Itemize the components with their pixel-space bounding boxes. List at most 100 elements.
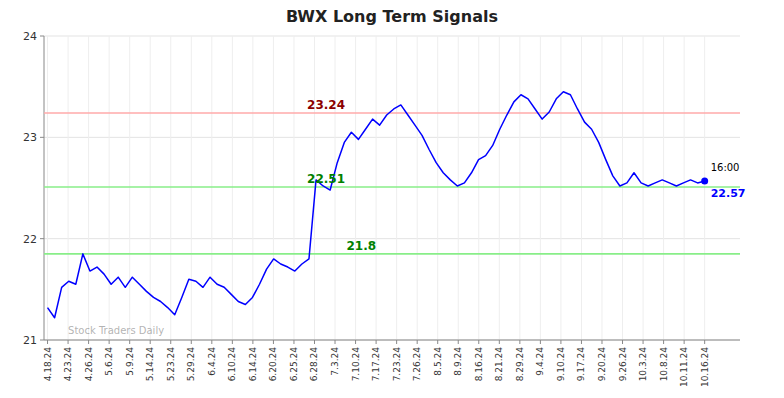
- x-tick: [88, 340, 89, 344]
- reference-line-label: 21.8: [347, 239, 377, 253]
- x-tick: [335, 340, 336, 344]
- x-tick-label: 9.4.24: [535, 347, 545, 376]
- x-tick: [252, 340, 253, 344]
- x-tick: [150, 340, 151, 344]
- grid-line-x: [601, 36, 602, 340]
- last-point-time: 16:00: [711, 162, 740, 173]
- grid-line-x: [499, 36, 500, 340]
- x-tick-label: 9.26.24: [618, 347, 628, 382]
- grid-line-y: [44, 340, 740, 341]
- y-tick: [40, 36, 44, 37]
- grid-line-x: [170, 36, 171, 340]
- x-tick: [68, 340, 69, 344]
- grid-line-x: [704, 36, 705, 340]
- x-tick-label: 5.9.24: [125, 347, 135, 376]
- x-tick-label: 10.16.24: [700, 347, 710, 387]
- x-tick: [704, 340, 705, 344]
- x-tick: [191, 340, 192, 344]
- grid-line-x: [293, 36, 294, 340]
- x-tick: [293, 340, 294, 344]
- x-tick: [273, 340, 274, 344]
- x-tick-label: 4.23.24: [63, 347, 73, 382]
- x-tick: [314, 340, 315, 344]
- x-tick-label: 8.21.24: [494, 347, 504, 382]
- x-tick-label: 9.20.24: [597, 347, 607, 382]
- y-tick: [40, 340, 44, 341]
- grid-line-x: [519, 36, 520, 340]
- watermark: Stock Traders Daily: [68, 325, 164, 336]
- grid-line-x: [273, 36, 274, 340]
- x-tick: [581, 340, 582, 344]
- x-tick-label: 4.18.24: [43, 347, 53, 382]
- x-tick: [437, 340, 438, 344]
- y-tick: [40, 137, 44, 138]
- x-tick: [417, 340, 418, 344]
- x-tick-label: 6.4.24: [207, 347, 217, 376]
- grid-line-x: [129, 36, 130, 340]
- grid-line-x: [684, 36, 685, 340]
- grid-line-x: [376, 36, 377, 340]
- reference-line: [44, 186, 740, 188]
- x-tick: [170, 340, 171, 344]
- x-tick: [499, 340, 500, 344]
- x-tick: [458, 340, 459, 344]
- grid-line-y: [44, 36, 740, 37]
- title: BWX Long Term Signals: [286, 7, 498, 26]
- reference-line-label: 23.24: [307, 98, 345, 112]
- x-tick-label: 8.9.24: [453, 347, 463, 376]
- x-tick: [47, 340, 48, 344]
- grid-line-x: [458, 36, 459, 340]
- grid-line-x: [437, 36, 438, 340]
- x-tick: [376, 340, 377, 344]
- x-tick: [232, 340, 233, 344]
- x-tick-label: 6.20.24: [268, 347, 278, 382]
- x-tick-label: 7.26.24: [412, 347, 422, 382]
- x-tick: [396, 340, 397, 344]
- grid: [44, 36, 740, 340]
- last-point-value: 22.57: [711, 187, 746, 200]
- x-tick-label: 9.10.24: [556, 347, 566, 382]
- x-tick-label: 5.14.24: [145, 347, 155, 382]
- x-tick-label: 4.26.24: [84, 347, 94, 382]
- x-tick-label: 7.17.24: [371, 347, 381, 382]
- grid-line-x: [540, 36, 541, 340]
- x-tick-label: 8.29.24: [515, 347, 525, 382]
- x-tick: [560, 340, 561, 344]
- x-tick-label: 10.3.24: [638, 347, 648, 382]
- grid-line-x: [47, 36, 48, 340]
- reference-line: [44, 253, 740, 255]
- x-axis-line: [44, 340, 740, 341]
- grid-line-x: [581, 36, 582, 340]
- x-tick-label: 6.14.24: [248, 347, 258, 382]
- x-tick-label: 6.10.24: [227, 347, 237, 382]
- x-tick-label: 7.3.24: [330, 347, 340, 376]
- x-tick: [643, 340, 644, 344]
- x-tick: [211, 340, 212, 344]
- y-tick: [40, 238, 44, 239]
- x-tick: [109, 340, 110, 344]
- x-tick-label: 10.8.24: [659, 347, 669, 382]
- grid-line-x: [663, 36, 664, 340]
- x-tick: [663, 340, 664, 344]
- grid-line-x: [88, 36, 89, 340]
- chart: BWX Long Term Signals212223244.18.244.23…: [0, 0, 784, 398]
- y-tick-label: 21: [23, 334, 37, 347]
- x-tick: [540, 340, 541, 344]
- grid-line-x: [68, 36, 69, 340]
- x-tick-label: 5.6.24: [104, 347, 114, 376]
- x-tick: [684, 340, 685, 344]
- grid-line-x: [355, 36, 356, 340]
- x-tick: [622, 340, 623, 344]
- grid-line-x: [417, 36, 418, 340]
- plot-area: [44, 92, 740, 318]
- grid-line-x: [560, 36, 561, 340]
- last-point-marker: [701, 177, 708, 184]
- y-tick-label: 23: [23, 131, 37, 144]
- y-tick-label: 24: [23, 30, 37, 43]
- reference-line-label: 22.51: [307, 172, 345, 186]
- y-axis-line: [44, 36, 45, 340]
- grid-line-y: [44, 137, 740, 138]
- reference-line: [44, 112, 740, 114]
- x-tick: [355, 340, 356, 344]
- x-tick-label: 6.28.24: [309, 347, 319, 382]
